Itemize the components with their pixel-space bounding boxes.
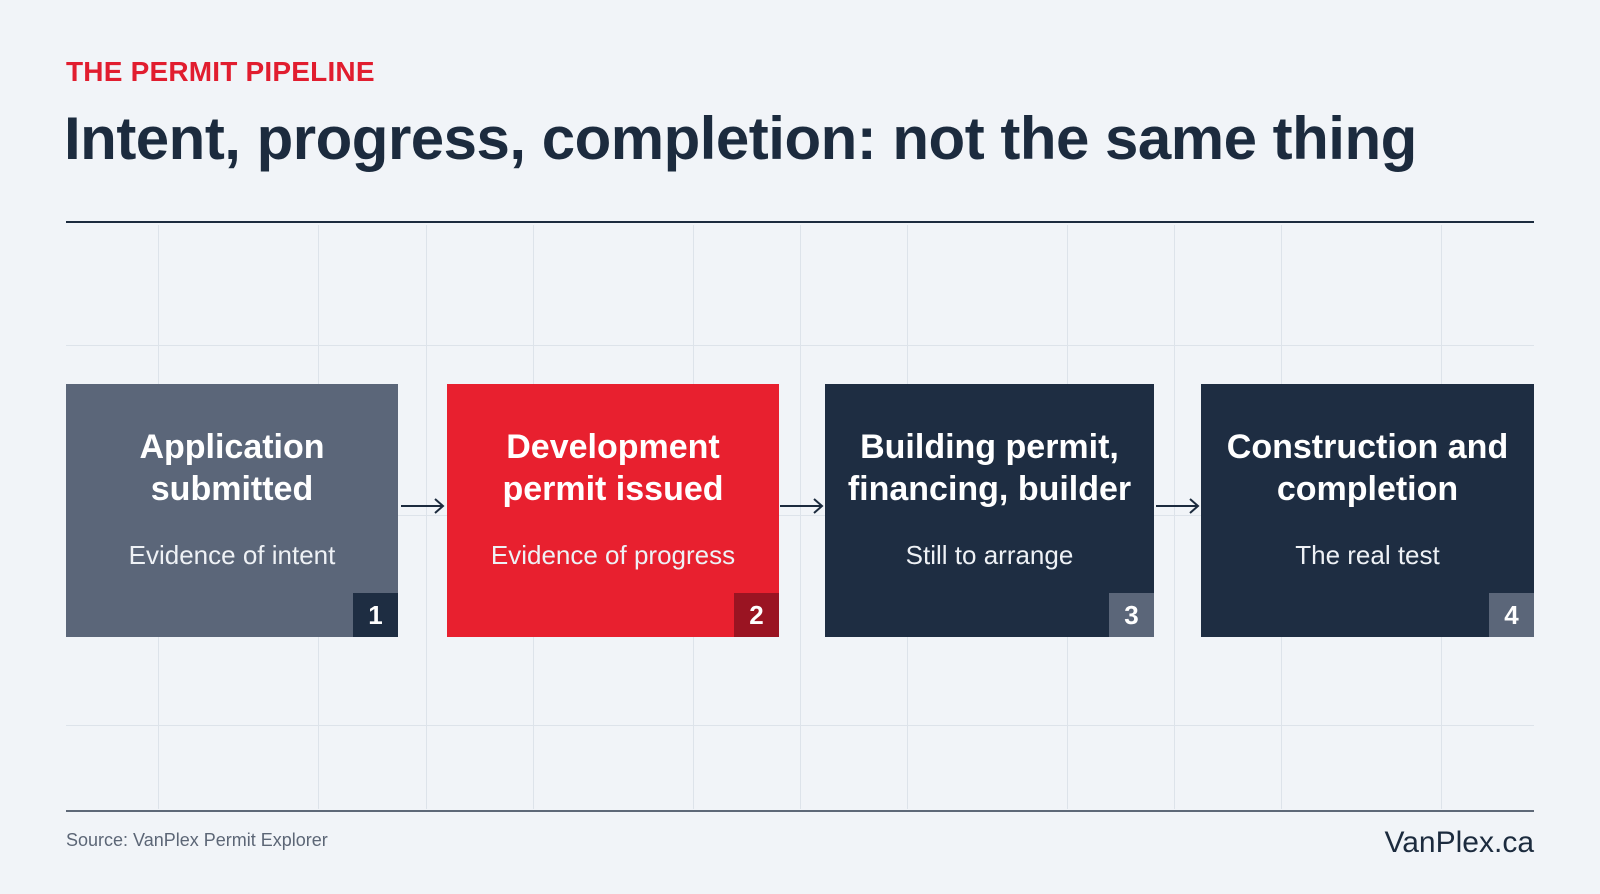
eyebrow-label: THE PERMIT PIPELINE	[66, 56, 375, 87]
step-title: Development permit issued	[502, 428, 724, 508]
step-title: Construction and completion	[1226, 428, 1509, 508]
brand-logo-text: VanPlex.ca	[1384, 826, 1534, 859]
top-divider	[66, 221, 1534, 223]
page-title: Intent, progress, completion: not the sa…	[64, 105, 1417, 172]
step-card-1: Application submitted Evidence of intent…	[66, 384, 398, 637]
step-subtitle: Evidence of progress	[490, 540, 736, 570]
arrow-right-icon	[780, 498, 824, 514]
arrow-right-icon	[401, 498, 445, 514]
step-card-4: Construction and completion The real tes…	[1201, 384, 1534, 637]
bottom-divider	[66, 810, 1534, 812]
step-subtitle: Evidence of intent	[128, 540, 336, 570]
pipeline-steps: Application submitted Evidence of intent…	[66, 384, 1534, 637]
step-number-badge: 2	[734, 593, 779, 637]
step-card-3: Building permit, financing, builder Stil…	[825, 384, 1154, 637]
step-number-badge: 1	[353, 593, 398, 637]
step-number-badge: 3	[1109, 593, 1154, 637]
source-note: Source: VanPlex Permit Explorer	[66, 830, 328, 850]
step-title: Building permit, financing, builder	[847, 428, 1132, 508]
step-number-badge: 4	[1489, 593, 1534, 637]
step-subtitle: The real test	[1295, 540, 1440, 570]
step-card-2: Development permit issued Evidence of pr…	[447, 384, 779, 637]
step-title: Application submitted	[139, 428, 325, 508]
arrow-right-icon	[1156, 498, 1200, 514]
step-subtitle: Still to arrange	[905, 540, 1074, 570]
